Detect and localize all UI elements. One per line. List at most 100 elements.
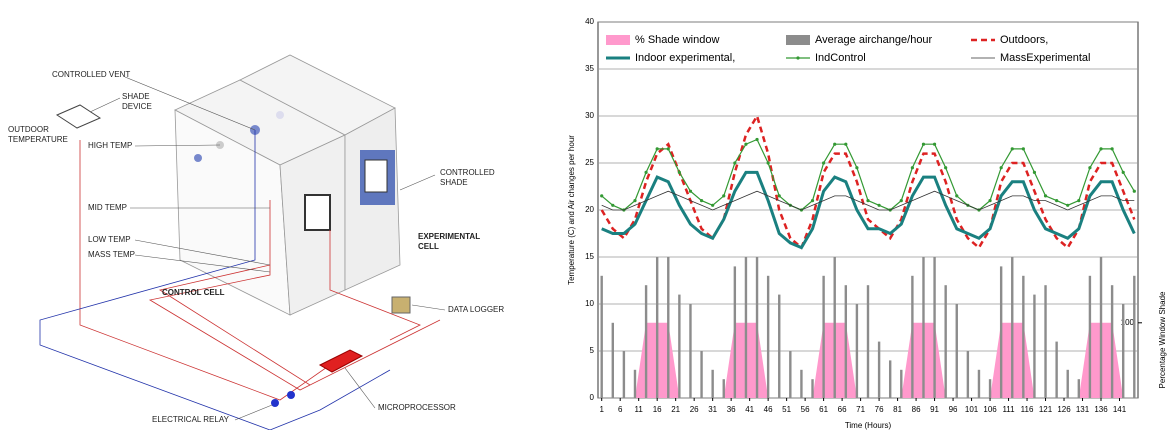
- marker: [1066, 203, 1070, 207]
- bar: [922, 257, 925, 398]
- x-tick-label: 36: [727, 405, 736, 414]
- marker: [755, 137, 759, 142]
- marker: [1088, 166, 1092, 170]
- x-tick-label: 16: [653, 405, 662, 414]
- marker: [1099, 147, 1103, 151]
- marker: [988, 199, 992, 203]
- bar: [789, 351, 792, 398]
- marker: [833, 142, 837, 146]
- diagram-label: HIGH TEMP: [88, 141, 133, 150]
- diagram-label: LOW TEMP: [88, 235, 131, 244]
- y-tick-label: 0: [590, 393, 595, 402]
- bar: [755, 257, 759, 398]
- bar: [944, 285, 947, 398]
- bar: [766, 275, 770, 398]
- legend-label: IndControl: [815, 52, 866, 64]
- x-tick-label: 96: [949, 405, 958, 414]
- bar: [833, 257, 836, 398]
- wires: [39, 130, 441, 430]
- marker: [744, 142, 748, 146]
- x-tick-label: 106: [983, 405, 997, 414]
- legend-label: Average airchange/hour: [815, 34, 933, 46]
- bar: [855, 304, 859, 398]
- bar: [1066, 369, 1069, 398]
- bar: [622, 351, 626, 398]
- legend-label: Indoor experimental,: [635, 52, 735, 64]
- x-tick-label: 81: [893, 405, 902, 414]
- bar: [877, 341, 881, 398]
- bar: [888, 360, 892, 398]
- legend-label: Outdoors,: [1000, 34, 1048, 46]
- bar: [999, 266, 1003, 398]
- leader-lines: [89, 76, 446, 421]
- bar: [600, 275, 603, 398]
- bar: [1088, 275, 1092, 398]
- marker: [722, 194, 726, 198]
- marker: [611, 203, 615, 207]
- relay: [271, 399, 279, 407]
- bar: [1099, 257, 1103, 398]
- bar: [689, 304, 692, 398]
- x-tick-label: 21: [671, 405, 680, 414]
- bar: [700, 351, 703, 398]
- x-tick-label: 41: [745, 405, 754, 414]
- legend-swatch: [606, 35, 630, 45]
- marker: [866, 199, 870, 203]
- legend-label: % Shade window: [635, 34, 719, 46]
- bar: [1022, 275, 1025, 398]
- marker: [899, 199, 903, 203]
- diagram-label: ELECTRICAL RELAY: [152, 415, 229, 424]
- marker: [855, 166, 859, 170]
- marker: [910, 166, 914, 170]
- marker: [677, 170, 681, 174]
- diagram-label: SHADE DEVICE: [122, 92, 152, 111]
- diagram-label: DATA LOGGER: [448, 305, 505, 314]
- x-tick-label: 111: [1002, 405, 1015, 414]
- marker: [600, 194, 604, 198]
- y-axis-label: Temperature (C) and Air changes per hour: [567, 135, 576, 285]
- marker: [1021, 147, 1025, 151]
- legend-label: MassExperimental: [1000, 52, 1090, 64]
- bar: [977, 369, 981, 398]
- diagram-label: CONTROL CELL: [162, 288, 225, 297]
- diagram: [39, 54, 446, 430]
- marker: [822, 161, 826, 165]
- marker: [1055, 199, 1059, 203]
- x-tick-label: 91: [930, 405, 939, 414]
- x-tick-label: 101: [965, 405, 979, 414]
- bar: [933, 257, 936, 398]
- marker: [644, 170, 648, 174]
- shade-device: [55, 104, 102, 129]
- data-logger: [391, 296, 411, 314]
- marker: [655, 147, 659, 151]
- bar: [1011, 257, 1014, 398]
- x-tick-label: 126: [1057, 405, 1071, 414]
- diagram-label: EXPERIMENTAL CELL: [418, 232, 480, 251]
- bar: [611, 322, 614, 398]
- bar: [711, 369, 714, 398]
- x-tick-label: 31: [708, 405, 717, 414]
- bar: [1122, 304, 1125, 398]
- marker: [688, 189, 693, 193]
- marker: [844, 142, 848, 146]
- bar: [844, 285, 848, 398]
- series-line: [601, 190, 1135, 211]
- marker: [1043, 194, 1048, 198]
- marker: [1132, 189, 1136, 193]
- x-tick-label: 61: [819, 405, 828, 414]
- x-tick-label: 71: [856, 405, 865, 414]
- bar: [655, 257, 659, 398]
- y-tick-label: 5: [590, 346, 595, 355]
- y-tick-label: 15: [585, 252, 594, 261]
- marker: [666, 147, 670, 151]
- series-line: [601, 170, 1136, 250]
- x-tick-label: 56: [801, 405, 810, 414]
- x-tick-label: 46: [764, 405, 773, 414]
- x-tick-label: 136: [1094, 405, 1108, 414]
- marker: [877, 203, 881, 207]
- legend-swatch: [786, 35, 810, 45]
- marker: [955, 194, 959, 198]
- marker: [633, 199, 637, 203]
